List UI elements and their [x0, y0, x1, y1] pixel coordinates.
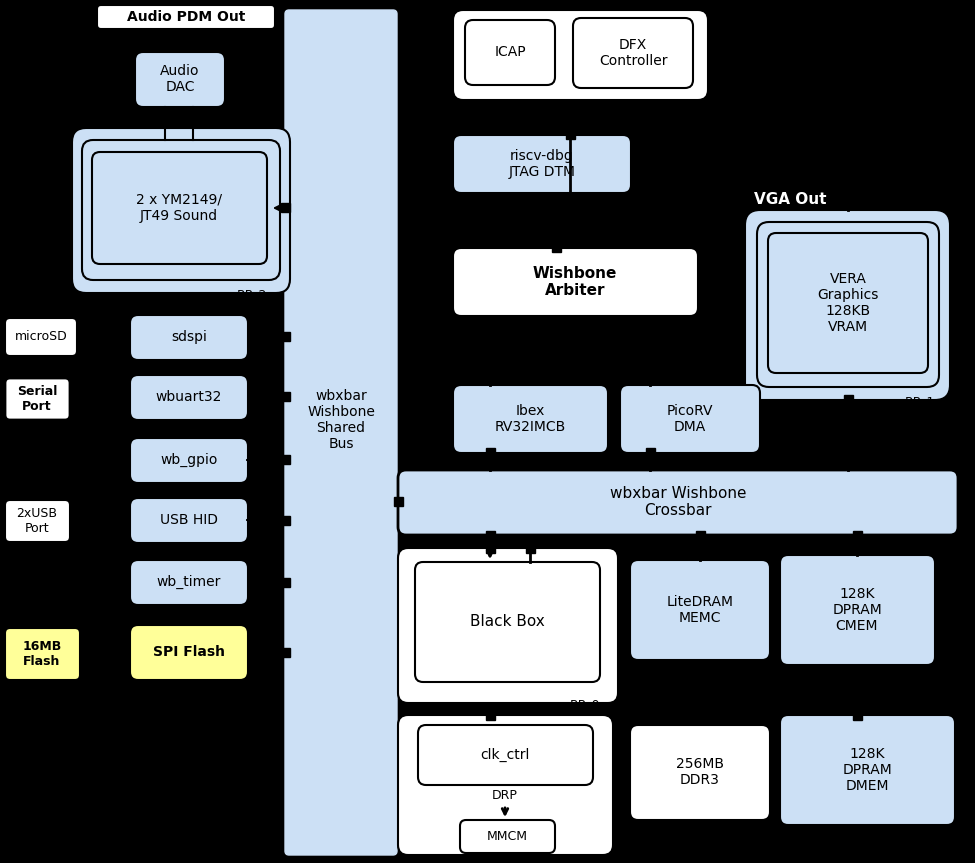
- FancyBboxPatch shape: [768, 233, 928, 373]
- Text: 128K
DPRAM
CMEM: 128K DPRAM CMEM: [832, 587, 881, 633]
- Polygon shape: [281, 393, 290, 401]
- Polygon shape: [852, 710, 862, 720]
- Polygon shape: [281, 456, 290, 464]
- Text: VGA Out: VGA Out: [754, 192, 826, 207]
- FancyBboxPatch shape: [620, 385, 760, 453]
- Text: 16MB
Flash: 16MB Flash: [22, 640, 61, 668]
- Polygon shape: [486, 710, 494, 720]
- FancyBboxPatch shape: [460, 820, 555, 853]
- FancyBboxPatch shape: [630, 560, 770, 660]
- Text: clk_ctrl: clk_ctrl: [481, 748, 529, 762]
- Text: LiteDRAM
MEMC: LiteDRAM MEMC: [667, 595, 733, 625]
- Polygon shape: [486, 350, 494, 360]
- Polygon shape: [281, 204, 290, 212]
- Text: 256MB
DDR3: 256MB DDR3: [676, 757, 724, 787]
- FancyBboxPatch shape: [130, 315, 248, 360]
- Text: microSD: microSD: [15, 331, 67, 343]
- Text: wbuart32: wbuart32: [156, 390, 222, 404]
- Polygon shape: [695, 531, 705, 539]
- Text: DFX
Controller: DFX Controller: [599, 38, 667, 68]
- Text: Audio
DAC: Audio DAC: [160, 64, 200, 94]
- FancyBboxPatch shape: [5, 318, 77, 356]
- FancyBboxPatch shape: [130, 375, 248, 420]
- Polygon shape: [843, 395, 852, 405]
- FancyBboxPatch shape: [453, 248, 698, 316]
- Text: Audio PDM Out: Audio PDM Out: [127, 10, 245, 24]
- Polygon shape: [566, 130, 574, 140]
- Text: Ibex
RV32IMCB: Ibex RV32IMCB: [494, 404, 566, 434]
- Text: wbxbar
Wishbone
Shared
Bus: wbxbar Wishbone Shared Bus: [307, 388, 375, 451]
- FancyBboxPatch shape: [630, 725, 770, 820]
- FancyBboxPatch shape: [285, 10, 397, 855]
- Text: DRP: DRP: [492, 789, 518, 802]
- Polygon shape: [281, 515, 290, 525]
- Text: 2 x YM2149/
JT49 Sound: 2 x YM2149/ JT49 Sound: [136, 193, 222, 224]
- Text: PicoRV
DMA: PicoRV DMA: [667, 404, 714, 434]
- FancyBboxPatch shape: [92, 152, 267, 264]
- FancyBboxPatch shape: [780, 555, 935, 665]
- FancyBboxPatch shape: [418, 725, 593, 785]
- Text: VERA
Graphics
128KB
VRAM: VERA Graphics 128KB VRAM: [817, 272, 878, 334]
- FancyBboxPatch shape: [97, 5, 275, 29]
- Text: 128K
DPRAM
DMEM: 128K DPRAM DMEM: [842, 746, 892, 793]
- Polygon shape: [552, 243, 561, 253]
- FancyBboxPatch shape: [453, 135, 631, 193]
- Polygon shape: [281, 577, 290, 587]
- FancyBboxPatch shape: [130, 560, 248, 605]
- Polygon shape: [537, 216, 547, 224]
- FancyBboxPatch shape: [82, 140, 280, 280]
- FancyBboxPatch shape: [398, 715, 613, 855]
- FancyBboxPatch shape: [465, 20, 555, 85]
- FancyBboxPatch shape: [5, 500, 70, 542]
- Polygon shape: [486, 544, 494, 552]
- Text: RP_0: RP_0: [569, 698, 600, 711]
- Text: RP_1: RP_1: [905, 395, 935, 408]
- FancyBboxPatch shape: [398, 548, 618, 703]
- Polygon shape: [281, 647, 290, 657]
- Polygon shape: [852, 531, 862, 539]
- Polygon shape: [695, 544, 705, 552]
- Text: wbxbar Wishbone
Crossbar: wbxbar Wishbone Crossbar: [609, 486, 746, 518]
- Text: 2xUSB
Port: 2xUSB Port: [17, 507, 58, 535]
- Text: Serial
Port: Serial Port: [17, 385, 58, 413]
- FancyBboxPatch shape: [745, 210, 950, 400]
- FancyBboxPatch shape: [757, 222, 939, 387]
- Polygon shape: [526, 544, 534, 552]
- FancyBboxPatch shape: [5, 628, 80, 680]
- Text: wb_timer: wb_timer: [157, 575, 221, 589]
- Polygon shape: [486, 531, 494, 539]
- Text: wb_gpio: wb_gpio: [160, 453, 217, 467]
- Polygon shape: [281, 332, 290, 342]
- Text: MMCM: MMCM: [487, 829, 527, 842]
- Text: Wishbone
Arbiter: Wishbone Arbiter: [532, 266, 617, 299]
- FancyBboxPatch shape: [5, 378, 70, 420]
- Text: SPI Flash: SPI Flash: [153, 645, 225, 659]
- FancyBboxPatch shape: [72, 128, 290, 293]
- FancyBboxPatch shape: [130, 498, 248, 543]
- Polygon shape: [394, 497, 403, 507]
- FancyBboxPatch shape: [573, 18, 693, 88]
- Text: USB HID: USB HID: [160, 513, 218, 527]
- Polygon shape: [852, 544, 862, 552]
- Text: riscv-dbg
JTAG DTM: riscv-dbg JTAG DTM: [509, 149, 575, 180]
- Text: Black Box: Black Box: [470, 614, 544, 629]
- FancyBboxPatch shape: [780, 715, 955, 825]
- Polygon shape: [552, 350, 561, 360]
- FancyBboxPatch shape: [415, 562, 600, 682]
- Text: ICAP: ICAP: [494, 45, 526, 59]
- Polygon shape: [486, 449, 494, 457]
- FancyBboxPatch shape: [453, 10, 708, 100]
- FancyBboxPatch shape: [130, 625, 248, 680]
- FancyBboxPatch shape: [130, 438, 248, 483]
- FancyBboxPatch shape: [135, 52, 225, 107]
- Polygon shape: [645, 449, 654, 457]
- FancyBboxPatch shape: [453, 385, 608, 453]
- FancyBboxPatch shape: [398, 470, 958, 535]
- Text: RP_2: RP_2: [237, 288, 267, 301]
- Text: sdspi: sdspi: [171, 330, 207, 344]
- Polygon shape: [695, 710, 705, 720]
- Polygon shape: [645, 350, 654, 360]
